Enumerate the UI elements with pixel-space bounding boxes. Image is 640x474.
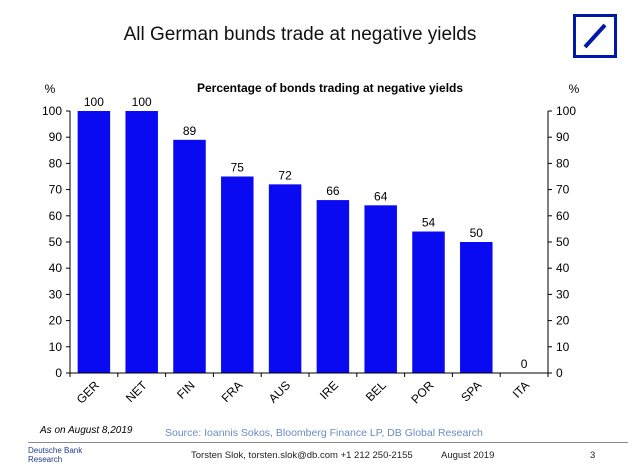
y-tick-label-right: 0	[556, 366, 563, 380]
y-tick-label-left: 0	[55, 366, 62, 380]
y-tick-label-left: 80	[49, 156, 63, 170]
bar	[412, 231, 445, 373]
x-tick-label: IRE	[317, 378, 341, 402]
bar	[125, 111, 158, 373]
data-label: 64	[374, 189, 388, 203]
data-label: 75	[231, 161, 245, 175]
bar	[460, 242, 493, 373]
y-tick-label-right: 30	[556, 287, 570, 301]
y-tick-label-left: 70	[49, 183, 63, 197]
data-label: 89	[183, 124, 197, 138]
brand-name: Deutsche Bank	[28, 446, 83, 455]
bar	[268, 184, 302, 373]
y-tick-label-left: 90	[49, 130, 63, 144]
bar	[173, 139, 206, 373]
bar	[77, 111, 111, 373]
footer-divider	[28, 442, 628, 443]
footer-brand: Deutsche Bank Research	[28, 446, 82, 464]
x-tick-label: AUS	[266, 378, 293, 405]
slide-title: All German bunds trade at negative yield…	[123, 24, 477, 45]
brand-division: Research	[28, 455, 63, 464]
deutsche-bank-logo-icon	[573, 14, 617, 58]
y-tick-label-right: 40	[556, 261, 570, 275]
data-label: 54	[422, 216, 436, 230]
x-tick-label: BEL	[363, 378, 389, 404]
y-tick-label-right: 100	[556, 104, 576, 118]
y-tick-label-right: 90	[556, 130, 570, 144]
data-label: 0	[521, 357, 528, 371]
x-tick-label: ITA	[510, 378, 532, 400]
footer-date: August 2019	[441, 450, 495, 461]
source-note: Source: Ioannis Sokos, Bloomberg Finance…	[165, 427, 483, 439]
x-tick-label: FIN	[174, 378, 198, 402]
y-tick-label-right: 10	[556, 340, 570, 354]
y-tick-label-left: 60	[49, 209, 63, 223]
y-tick-label-right: 60	[556, 209, 570, 223]
y-tick-label-right: 80	[556, 156, 570, 170]
y-tick-label-left: 100	[42, 104, 62, 118]
x-tick-label: NET	[123, 378, 150, 405]
y-tick-label-left: 30	[49, 287, 63, 301]
data-label: 100	[84, 95, 104, 109]
bar	[316, 200, 350, 373]
footer-contact: Torsten Slok, torsten.slok@db.com +1 212…	[191, 450, 413, 461]
y-tick-label-right: 70	[556, 183, 570, 197]
data-label: 100	[132, 95, 152, 109]
data-label: 50	[470, 226, 484, 240]
chart-title: Percentage of bonds trading at negative …	[197, 81, 463, 95]
data-label: 72	[278, 168, 292, 182]
y-tick-label-left: 40	[49, 261, 63, 275]
x-tick-label: POR	[408, 378, 437, 407]
x-tick-label: GER	[74, 378, 103, 407]
y-axis-label-right: %	[569, 82, 580, 96]
bar	[364, 205, 397, 373]
x-tick-label: SPA	[458, 378, 484, 404]
page-number: 3	[590, 450, 596, 461]
data-label: 66	[326, 184, 340, 198]
y-tick-label-left: 10	[49, 340, 63, 354]
bar	[221, 176, 254, 373]
y-tick-label-right: 20	[556, 314, 570, 328]
y-tick-label-right: 50	[556, 235, 570, 249]
y-tick-label-left: 50	[49, 235, 63, 249]
y-tick-label-left: 20	[49, 314, 63, 328]
as-of-note: As on August 8,2019	[40, 425, 133, 436]
y-axis-label-left: %	[45, 82, 56, 96]
x-tick-label: FRA	[219, 378, 246, 405]
